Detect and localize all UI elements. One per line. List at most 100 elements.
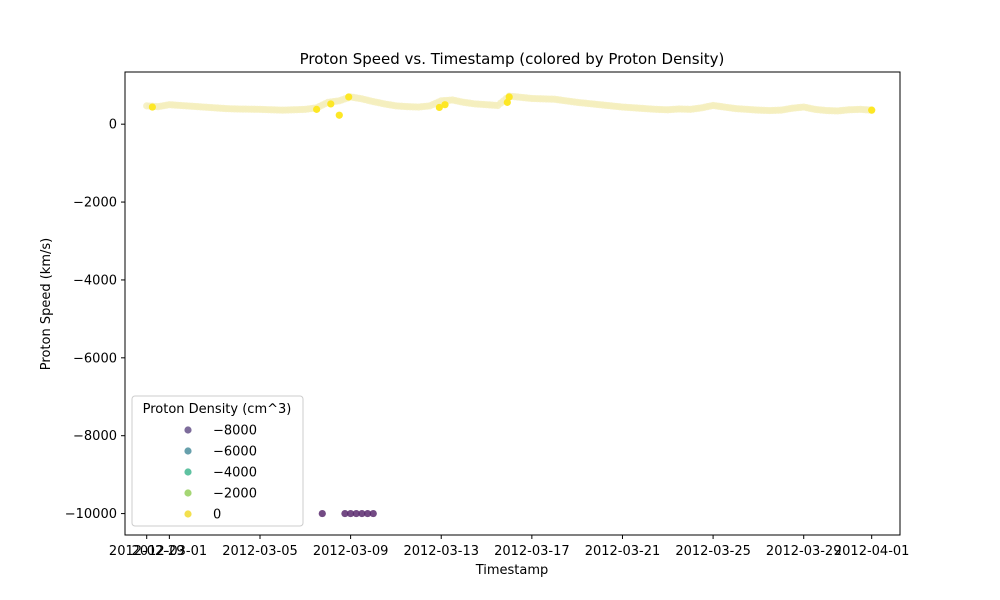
data-point — [686, 105, 695, 113]
legend-label: −2000 — [213, 487, 257, 502]
data-point — [341, 509, 349, 518]
data-point — [539, 95, 547, 103]
data-point — [165, 101, 173, 109]
data-point — [596, 101, 604, 109]
data-point — [641, 105, 649, 113]
x-tick-label: 2012-03-01 — [132, 544, 208, 559]
data-point — [392, 102, 400, 110]
data-point — [573, 98, 581, 106]
data-point — [148, 103, 156, 111]
data-point — [856, 105, 864, 113]
data-point — [720, 103, 729, 111]
data-point — [426, 102, 434, 110]
data-point — [358, 509, 366, 518]
data-point — [868, 106, 876, 114]
legend-label: −4000 — [213, 466, 257, 481]
legend-marker — [184, 510, 192, 518]
data-point — [313, 105, 321, 113]
legend-box — [131, 395, 304, 527]
x-tick-label: 2012-03-29 — [766, 544, 842, 559]
x-tick-label: 2012-03-05 — [222, 544, 298, 559]
data-point — [448, 96, 457, 104]
x-tick-label: 2012-02-29 — [109, 544, 185, 559]
data-point — [505, 93, 513, 101]
data-point — [777, 106, 785, 114]
data-point — [211, 104, 219, 112]
data-point — [290, 106, 298, 114]
x-tick-label: 2012-03-09 — [313, 544, 389, 559]
legend-label: −6000 — [213, 445, 257, 460]
data-point — [503, 98, 511, 106]
data-point — [441, 101, 449, 109]
data-point — [352, 509, 360, 518]
data-point — [664, 106, 672, 114]
x-tick-label: 2012-03-21 — [585, 544, 661, 559]
data-point — [318, 509, 326, 518]
data-point — [675, 105, 683, 113]
y-axis-ticks: 0 −2000 −4000 −6000 −8000 −10000 — [65, 118, 125, 522]
legend: Proton Density (cm^3) −8000 −6000 −4000 −20… — [131, 395, 304, 527]
data-point — [822, 106, 830, 115]
data-point — [335, 97, 343, 105]
data-point — [279, 106, 287, 114]
data-point — [177, 101, 185, 110]
legend-label: −8000 — [213, 424, 257, 439]
data-point — [482, 101, 491, 109]
data-point — [584, 99, 593, 108]
data-point — [460, 98, 468, 106]
data-point — [788, 104, 796, 112]
data-point — [222, 105, 230, 113]
data-point — [562, 97, 570, 105]
legend-title: Proton Density (cm^3) — [143, 402, 292, 417]
y-tick-label: 0 — [109, 118, 117, 133]
data-point — [550, 95, 559, 103]
legend-label: 0 — [213, 508, 221, 523]
data-point — [800, 103, 808, 111]
data-point — [414, 103, 423, 111]
data-point — [267, 106, 275, 114]
y-tick-label: −8000 — [73, 429, 117, 444]
data-point — [245, 105, 253, 113]
y-tick-label: −2000 — [73, 196, 117, 211]
data-point — [732, 105, 740, 113]
x-tick-label: 2012-03-25 — [675, 544, 751, 559]
data-point — [709, 101, 717, 110]
legend-marker — [184, 447, 192, 455]
data-point — [630, 104, 638, 112]
data-point — [327, 100, 335, 108]
data-point — [607, 102, 615, 110]
legend-marker — [184, 468, 192, 476]
data-point — [766, 106, 774, 115]
data-point — [754, 106, 763, 114]
x-tick-label: 2012-03-13 — [403, 544, 479, 559]
y-tick-label: −4000 — [73, 273, 117, 288]
data-point — [494, 101, 502, 110]
data-point — [369, 97, 377, 106]
data-point — [154, 103, 162, 111]
x-tick-label: 2012-03-17 — [494, 544, 570, 559]
data-point — [364, 509, 372, 518]
data-point — [435, 103, 443, 112]
y-tick-label: −6000 — [73, 351, 117, 366]
data-point — [811, 105, 819, 113]
data-point — [698, 104, 706, 112]
data-point — [301, 105, 309, 113]
data-point — [471, 100, 479, 108]
y-axis-label: Proton Speed (km/s) — [39, 238, 54, 370]
data-point — [345, 93, 353, 101]
data-point — [403, 103, 411, 111]
data-point — [369, 509, 377, 518]
data-points — [143, 92, 876, 518]
data-point — [188, 102, 196, 110]
data-point — [845, 106, 853, 114]
data-point — [358, 95, 366, 103]
data-point — [834, 107, 842, 115]
data-point — [618, 103, 627, 111]
data-point — [516, 93, 525, 101]
data-point — [335, 111, 343, 119]
legend-marker — [184, 489, 192, 497]
plot-frame — [124, 71, 901, 536]
data-point — [143, 102, 151, 110]
